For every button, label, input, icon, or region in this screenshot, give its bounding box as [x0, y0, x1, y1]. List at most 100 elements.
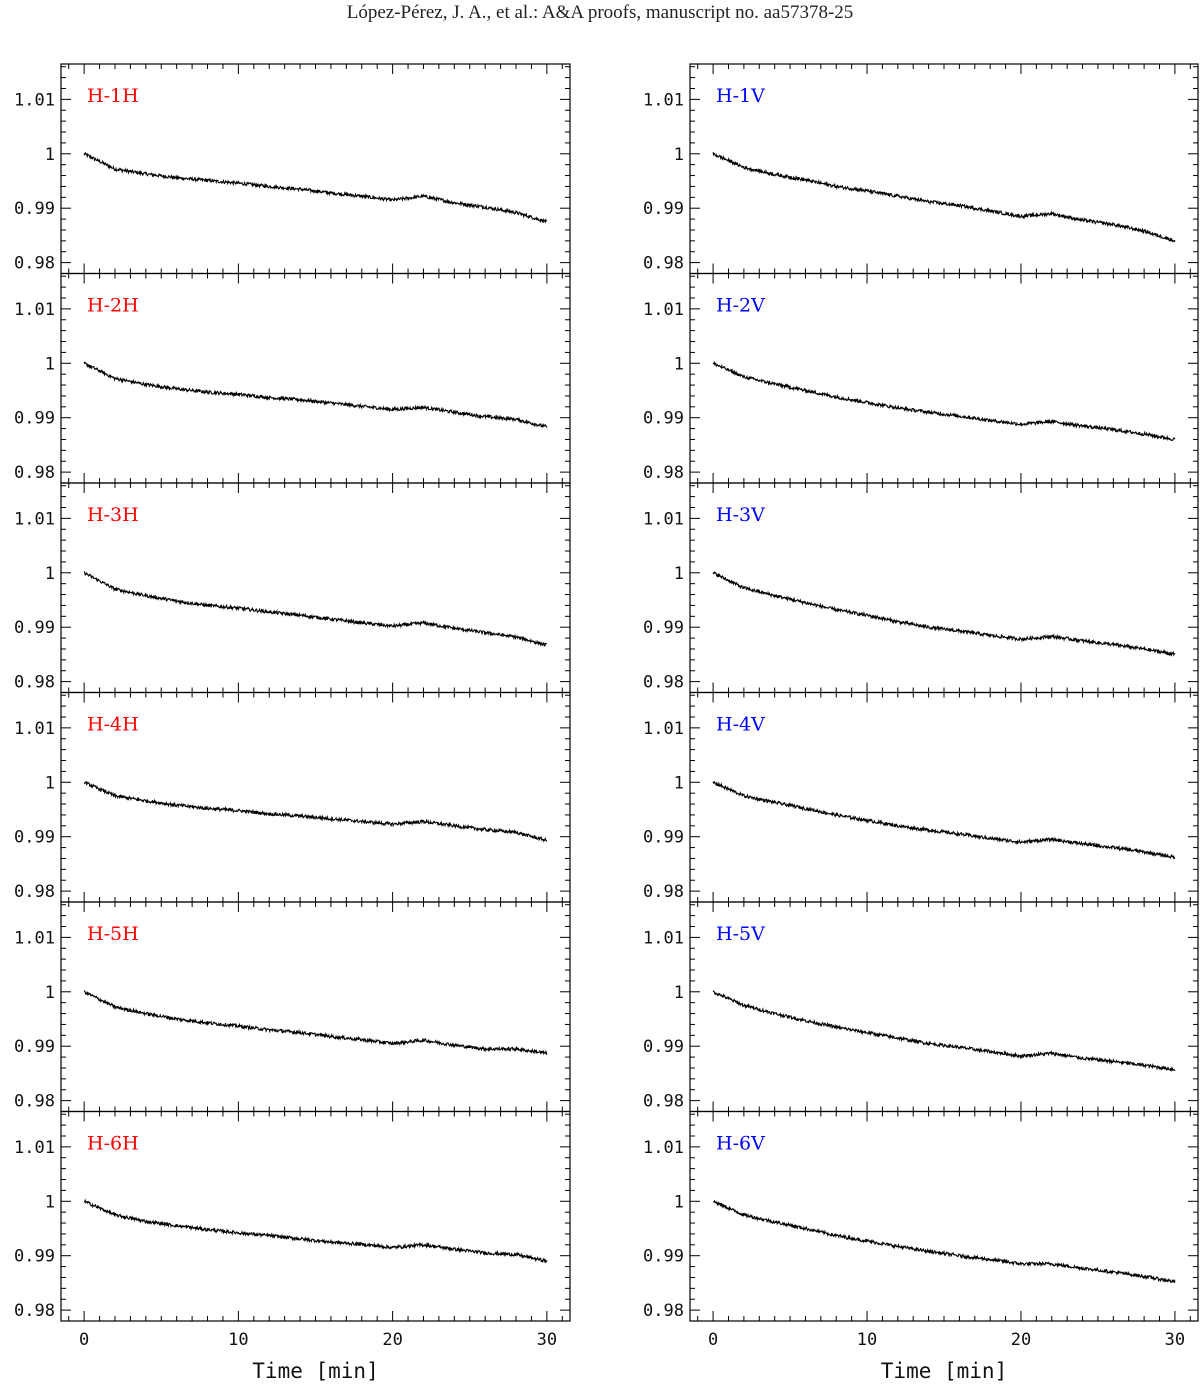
x-tick-label: 20	[382, 1330, 402, 1350]
y-tick-label: 0.99	[643, 1247, 684, 1267]
panel-label: H-2V	[716, 295, 765, 317]
x-tick-label: 0	[708, 1330, 718, 1350]
x-axis-title: Time [min]	[881, 1359, 1007, 1383]
series-line	[712, 571, 1176, 657]
panel-label: H-3H	[87, 504, 139, 526]
y-tick-label: 1	[45, 145, 55, 165]
y-tick-label: 1	[45, 983, 55, 1003]
panel-h-2h: 0.98 0.99 1 1.01 H-2H	[14, 272, 571, 484]
series-line	[712, 152, 1176, 243]
x-tick-label: 20	[1011, 1330, 1031, 1350]
y-tick-label: 0.99	[14, 1037, 55, 1057]
y-tick-label: 0.98	[14, 673, 55, 693]
y-tick-label: 1	[674, 564, 684, 584]
panel-h-4h: 0.98 0.99 1 1.01 H-4H	[14, 691, 571, 903]
y-tick-label: 0.98	[643, 1092, 684, 1112]
panel-label: H-4V	[716, 714, 765, 736]
series-line	[712, 780, 1176, 860]
y-tick-label: 1	[45, 564, 55, 584]
y-tick-label: 0.99	[14, 828, 55, 848]
y-tick-label: 1.01	[14, 928, 55, 948]
panel-h-6h: 0.98 0.99 1 1.01 H-6H 0 10 20 30 Time [min]	[14, 1110, 571, 1383]
y-tick-label: 1.01	[643, 719, 684, 739]
panel-label: H-3V	[716, 504, 765, 526]
x-tick-label: 10	[228, 1330, 248, 1350]
y-tick-label: 0.98	[643, 463, 684, 483]
y-tick-label: 1.01	[14, 1138, 55, 1158]
y-tick-label: 0.98	[14, 463, 55, 483]
x-tick-label: 0	[79, 1330, 89, 1350]
panel-h-1v: 0.98 0.99 1 1.01 H-1V	[643, 63, 1199, 275]
series-line	[83, 571, 547, 648]
y-tick-label: 0.99	[643, 828, 684, 848]
y-tick-label: 1.01	[643, 1138, 684, 1158]
y-tick-label: 0.98	[14, 1301, 55, 1321]
panel-frame	[689, 1110, 1199, 1322]
y-tick-label: 0.99	[14, 1247, 55, 1267]
panel-frame	[689, 272, 1199, 484]
series-line	[83, 151, 548, 224]
y-tick-label: 1.01	[643, 300, 684, 320]
y-tick-label: 0.98	[643, 882, 684, 902]
y-tick-label: 1	[674, 1192, 684, 1212]
panel-h-5h: 0.98 0.99 1 1.01 H-5H	[14, 901, 571, 1113]
y-tick-label: 1	[674, 145, 684, 165]
series-line	[83, 1198, 548, 1264]
x-tick-label: 30	[537, 1330, 557, 1350]
y-tick-label: 1	[45, 354, 55, 374]
y-tick-label: 0.98	[643, 673, 684, 693]
y-tick-label: 0.99	[643, 618, 684, 638]
panel-h-5v: 0.98 0.99 1 1.01 H-5V	[643, 901, 1199, 1113]
panel-label: H-2H	[87, 295, 139, 317]
y-tick-label: 0.99	[643, 409, 684, 429]
panel-label: H-5H	[87, 923, 139, 945]
panel-h-6v: 0.98 0.99 1 1.01 H-6V 0 10 20 30 Time [min]	[643, 1110, 1199, 1383]
x-tick-label: 30	[1165, 1330, 1185, 1350]
y-tick-label: 0.99	[643, 1037, 684, 1057]
y-tick-label: 1	[674, 983, 684, 1003]
y-tick-label: 1.01	[643, 90, 684, 110]
y-tick-label: 1.01	[14, 719, 55, 739]
y-tick-label: 1.01	[14, 300, 55, 320]
panel-h-3h: 0.98 0.99 1 1.01 H-3H	[14, 482, 571, 694]
series-line	[713, 1199, 1176, 1283]
y-tick-label: 1	[674, 773, 684, 793]
panel-frame	[689, 482, 1199, 694]
panel-h-3v: 0.98 0.99 1 1.01 H-3V	[643, 482, 1199, 694]
y-tick-label: 1.01	[14, 90, 55, 110]
y-tick-label: 1	[45, 773, 55, 793]
x-tick-label: 10	[857, 1330, 877, 1350]
y-tick-label: 0.99	[14, 409, 55, 429]
panel-label: H-4H	[87, 714, 139, 736]
y-tick-label: 1.01	[643, 928, 684, 948]
series-line	[83, 361, 548, 428]
series-line	[712, 990, 1176, 1072]
y-tick-label: 1	[674, 354, 684, 374]
y-tick-label: 0.98	[14, 882, 55, 902]
panel-label: H-1H	[87, 85, 139, 107]
series-line	[83, 990, 548, 1056]
y-tick-label: 1	[45, 1192, 55, 1212]
y-tick-label: 0.99	[14, 199, 55, 219]
panel-h-4v: 0.98 0.99 1 1.01 H-4V	[643, 691, 1199, 903]
panel-frame	[689, 63, 1199, 275]
series-line	[712, 360, 1176, 442]
series-line	[83, 780, 548, 843]
y-tick-label: 1.01	[643, 509, 684, 529]
x-axis-title: Time [min]	[252, 1359, 378, 1383]
panel-h-2v: 0.98 0.99 1 1.01 H-2V	[643, 272, 1199, 484]
panel-label: H-6H	[87, 1133, 139, 1155]
y-tick-label: 0.99	[14, 618, 55, 638]
y-tick-label: 1.01	[14, 509, 55, 529]
panel-h-1h: 0.98 0.99 1 1.01 H-1H	[14, 63, 571, 275]
y-tick-label: 0.98	[14, 254, 55, 274]
panel-frame	[689, 901, 1199, 1113]
panel-label: H-5V	[716, 923, 765, 945]
panel-label: H-1V	[716, 85, 765, 107]
y-tick-label: 0.98	[643, 254, 684, 274]
y-tick-label: 0.98	[14, 1092, 55, 1112]
y-tick-label: 0.99	[643, 199, 684, 219]
panel-frame	[689, 691, 1199, 903]
page-header: López-Pérez, J. A., et al.: A&A proofs, …	[346, 2, 854, 23]
